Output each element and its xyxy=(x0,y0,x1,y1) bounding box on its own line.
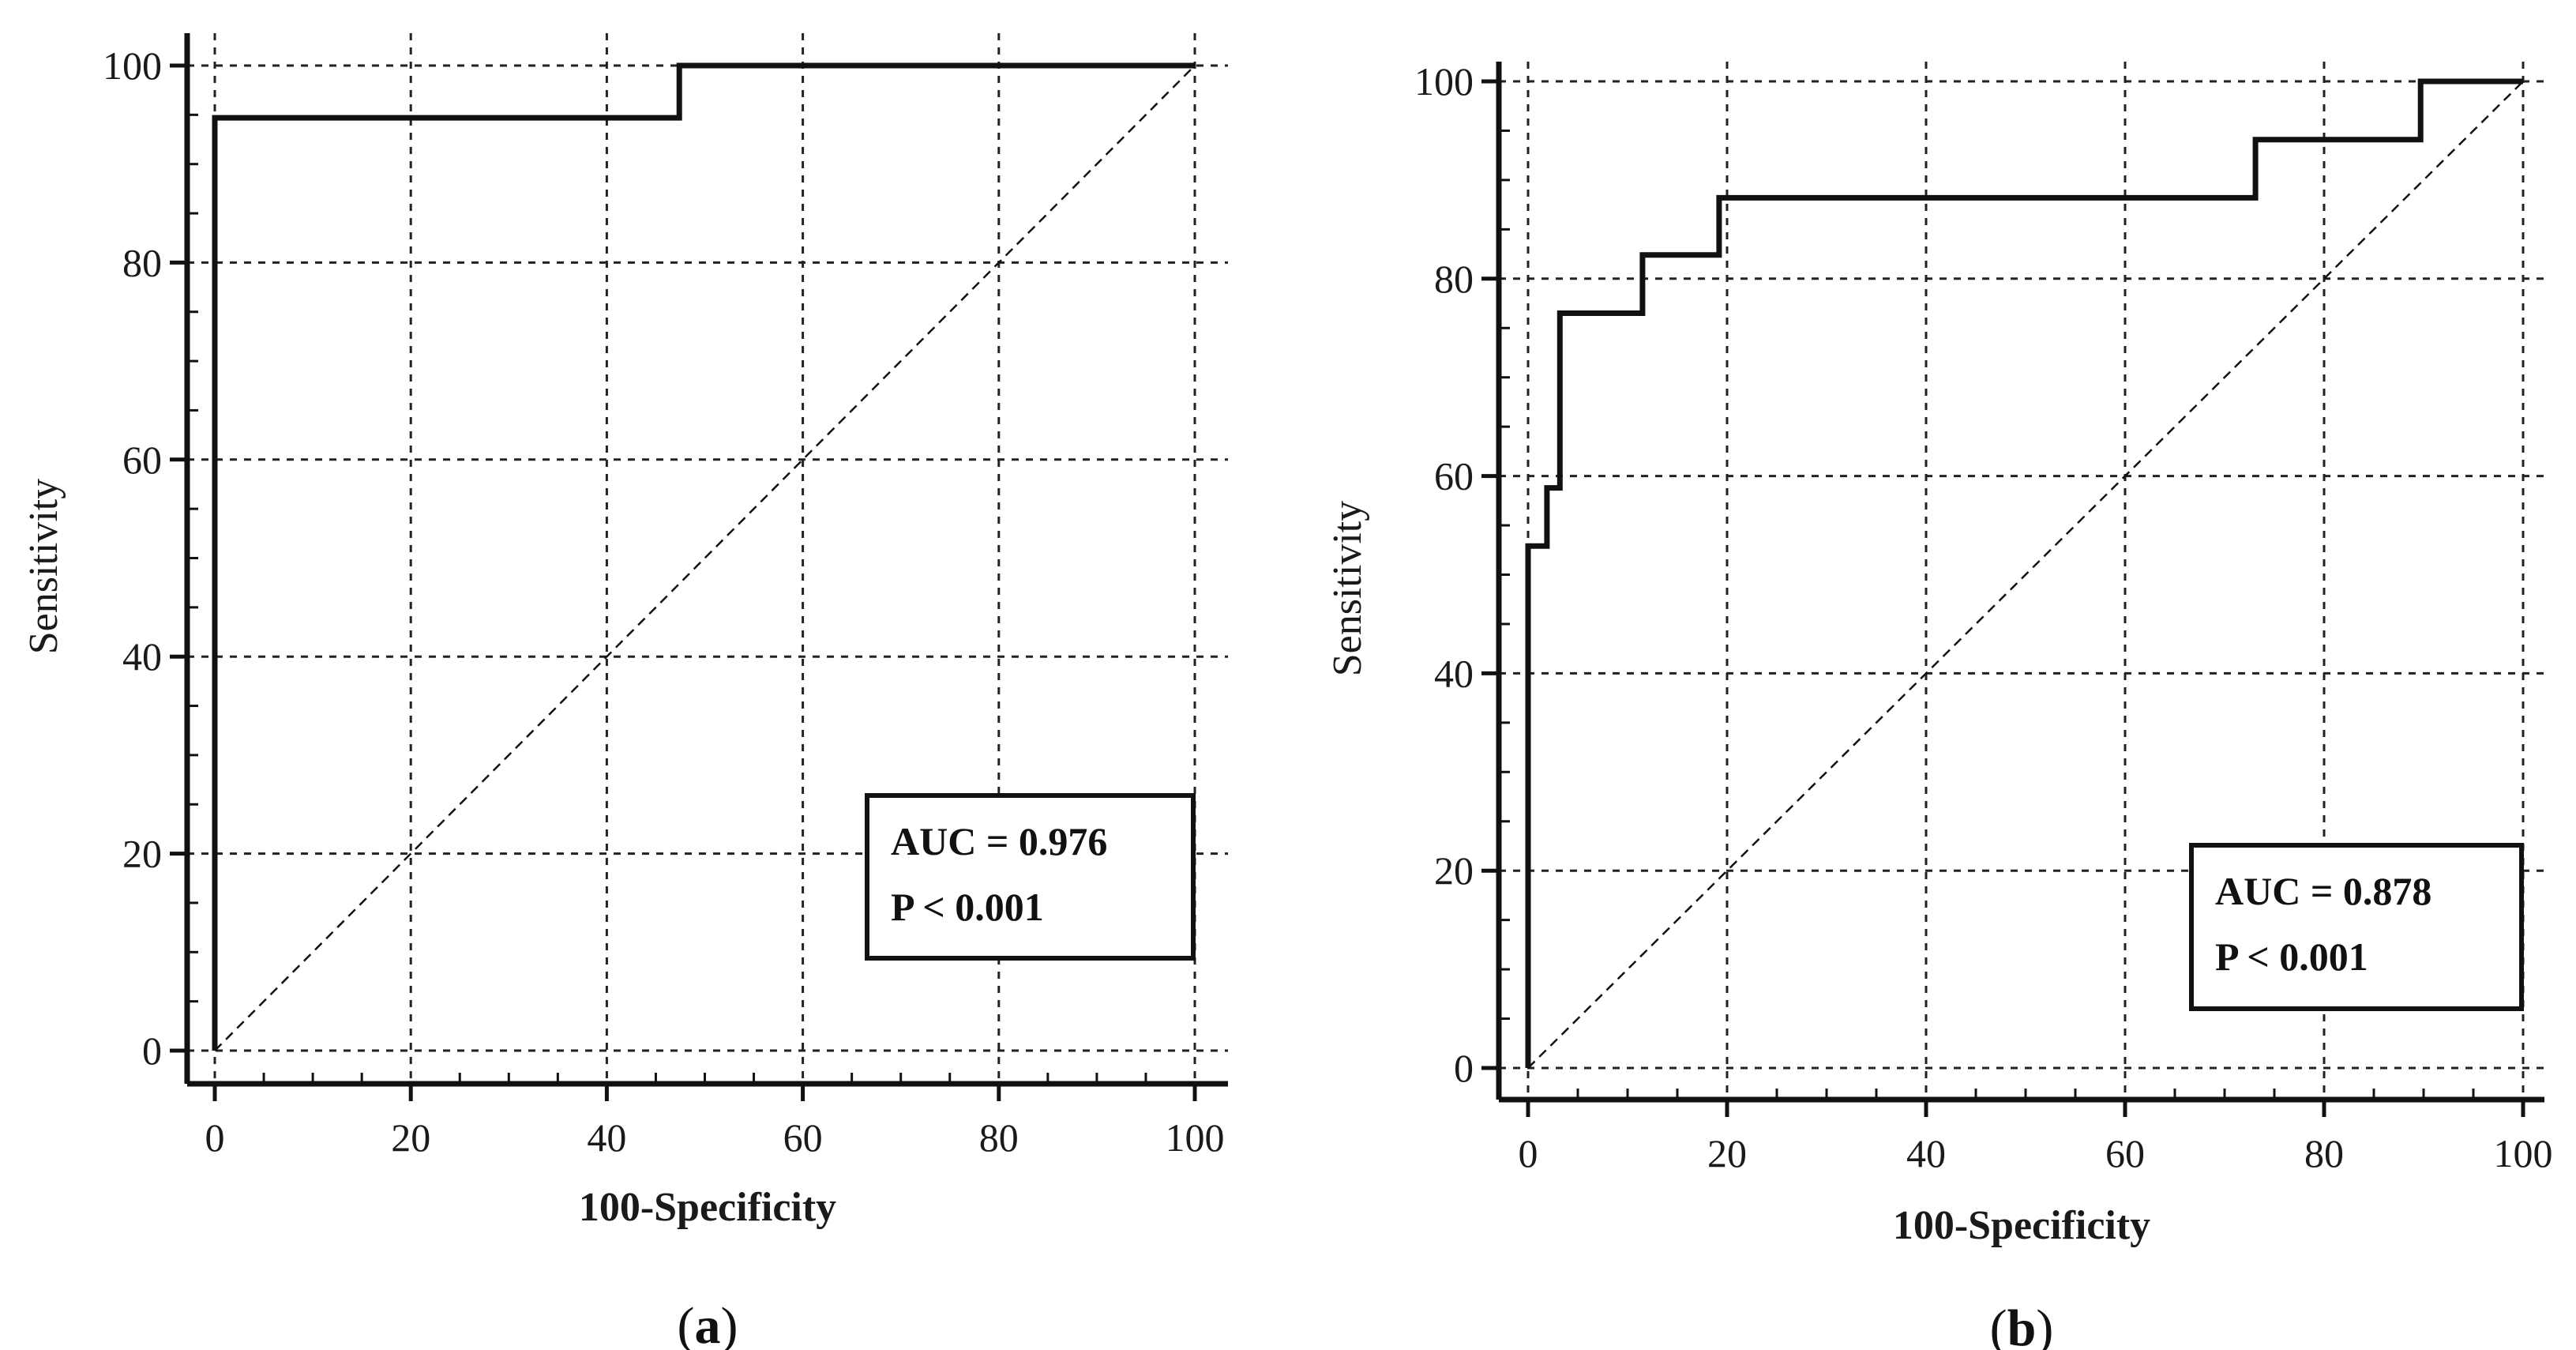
roc-curve-line xyxy=(1525,78,2523,1068)
y-axis-title: Sensitivity xyxy=(1325,501,1370,676)
x-tick-label: 100 xyxy=(2494,1131,2553,1175)
p-value-text: P < 0.001 xyxy=(2215,934,2368,979)
roc-panel-a: 0 20 40 60 80 100 0 20 40 60 80 100 Sensitivity 100-S… xyxy=(21,33,1228,1350)
reference-diagonal-line xyxy=(1527,81,2524,1069)
y-tick-label: 100 xyxy=(103,43,162,88)
legend-frame xyxy=(2189,843,2524,1011)
y-tick-label: 80 xyxy=(122,240,162,284)
legend-box: AUC = 0.976 P < 0.001 xyxy=(865,793,1196,961)
x-axis-title: 100-Specificity xyxy=(579,1185,836,1230)
y-tick-label: 20 xyxy=(122,832,162,876)
caption-letter: b xyxy=(2007,1299,2037,1350)
y-tick-label: 60 xyxy=(122,438,162,482)
y-tick-label: 100 xyxy=(1414,59,1474,103)
panel-caption: (a) xyxy=(678,1297,738,1350)
x-tick-label: 40 xyxy=(1906,1131,1946,1175)
legend-frame xyxy=(865,793,1196,961)
y-tick-label: 40 xyxy=(1434,651,1474,695)
caption-open-paren: ( xyxy=(678,1297,695,1350)
caption-letter: a xyxy=(695,1297,721,1350)
auc-value-text: AUC = 0.976 xyxy=(891,819,1107,863)
x-tick-label: 60 xyxy=(2105,1131,2145,1175)
x-tick-label: 20 xyxy=(391,1115,430,1160)
x-tick-label: 20 xyxy=(1707,1131,1747,1175)
x-tick-label: 40 xyxy=(587,1115,626,1160)
y-tick-label: 80 xyxy=(1434,257,1474,301)
caption-close-paren: ) xyxy=(721,1297,738,1350)
legend-box: AUC = 0.878 P < 0.001 xyxy=(2189,843,2524,1011)
caption-open-paren: ( xyxy=(1990,1299,2007,1350)
panel-caption: (b) xyxy=(1990,1299,2054,1350)
x-tick-label: 0 xyxy=(1519,1131,1538,1175)
x-tick-label: 60 xyxy=(783,1115,823,1160)
p-value-text: P < 0.001 xyxy=(891,885,1044,929)
y-tick-label: 40 xyxy=(122,634,162,679)
roc-panel-b: 0 20 40 60 80 100 0 20 40 60 80 100 Sensitivity 100-S… xyxy=(1325,59,2553,1350)
y-tick-label: 60 xyxy=(1434,454,1474,498)
x-tick-label: 100 xyxy=(1166,1115,1225,1160)
x-tick-label: 80 xyxy=(979,1115,1019,1160)
reference-diagonal-line xyxy=(214,65,1196,1051)
auc-value-text: AUC = 0.878 xyxy=(2215,869,2431,913)
x-tick-label: 0 xyxy=(205,1115,225,1160)
caption-close-paren: ) xyxy=(2036,1299,2053,1350)
y-tick-label: 0 xyxy=(1454,1046,1474,1090)
y-axis-title: Sensitivity xyxy=(21,479,66,654)
x-axis-title: 100-Specificity xyxy=(1893,1203,2150,1248)
roc-curve-line xyxy=(212,62,1195,1051)
y-tick-label: 20 xyxy=(1434,848,1474,893)
x-tick-label: 80 xyxy=(2304,1131,2344,1175)
y-tick-label: 0 xyxy=(142,1028,162,1073)
